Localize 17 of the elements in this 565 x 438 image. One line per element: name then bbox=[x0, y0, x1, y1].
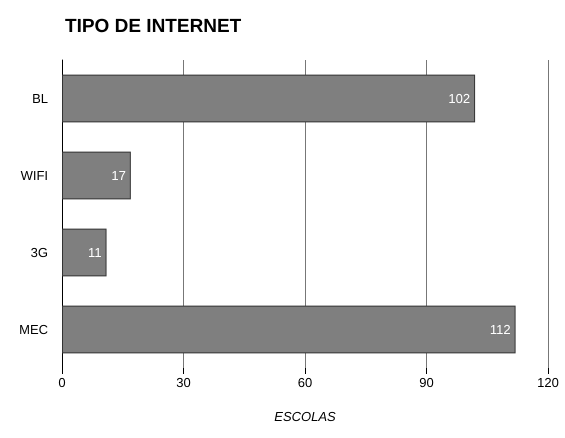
data-label: 17 bbox=[111, 168, 126, 183]
x-tick-label: 0 bbox=[58, 375, 66, 390]
bar bbox=[62, 228, 107, 276]
x-tick-label: 120 bbox=[537, 375, 559, 390]
y-tick-label: BL bbox=[32, 91, 48, 106]
data-label: 102 bbox=[448, 91, 470, 106]
bar bbox=[62, 152, 131, 200]
y-tick-label: MEC bbox=[19, 322, 48, 337]
y-tick-label: 3G bbox=[30, 245, 48, 260]
x-tick-label: 60 bbox=[298, 375, 312, 390]
x-tick-label: 90 bbox=[419, 375, 434, 390]
x-axis-title: ESCOLAS bbox=[274, 409, 336, 424]
chart-title: TIPO DE INTERNET bbox=[65, 16, 242, 37]
data-label: 112 bbox=[490, 322, 511, 337]
x-tick-label: 30 bbox=[176, 375, 191, 390]
data-label: 11 bbox=[88, 245, 102, 260]
y-tick-label: WIFI bbox=[20, 168, 48, 183]
